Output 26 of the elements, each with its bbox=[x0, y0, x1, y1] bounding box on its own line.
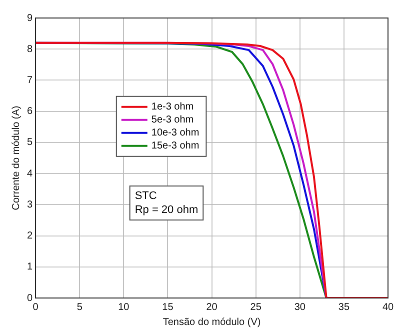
x-tick-label: 40 bbox=[382, 302, 394, 313]
legend-label: 10e-3 ohm bbox=[151, 128, 200, 139]
x-tick-label: 15 bbox=[162, 302, 174, 313]
y-tick-label: 0 bbox=[27, 292, 33, 304]
x-tick-label: 25 bbox=[250, 302, 262, 313]
y-tick-label: 3 bbox=[27, 199, 33, 210]
x-tick-label: 10 bbox=[118, 302, 130, 313]
annotation: Rp = 20 ohm bbox=[134, 204, 198, 216]
y-tick-label: 8 bbox=[27, 44, 33, 55]
y-tick-label: 7 bbox=[27, 74, 33, 86]
x-axis-title: Tensão do módulo (V) bbox=[162, 316, 261, 328]
annotation: STC bbox=[134, 190, 157, 202]
legend-label: 5e-3 ohm bbox=[151, 114, 194, 126]
y-tick-label: 6 bbox=[27, 106, 33, 118]
y-tick-label: 9 bbox=[27, 12, 33, 24]
legend-label: 15e-3 ohm bbox=[151, 140, 200, 152]
y-tick-label: 4 bbox=[27, 168, 33, 180]
y-axis-title: Corrente do módulo (A) bbox=[10, 106, 22, 210]
y-tick-label: 5 bbox=[27, 137, 33, 148]
y-tick-label: 2 bbox=[27, 230, 33, 242]
x-tick-label: 30 bbox=[294, 302, 306, 313]
legend-label: 1e-3 ohm bbox=[151, 102, 194, 113]
x-tick-label: 20 bbox=[206, 302, 218, 313]
y-tick-label: 1 bbox=[27, 262, 33, 273]
x-tick-label: 5 bbox=[76, 302, 83, 313]
x-tick-label: 35 bbox=[338, 302, 350, 313]
